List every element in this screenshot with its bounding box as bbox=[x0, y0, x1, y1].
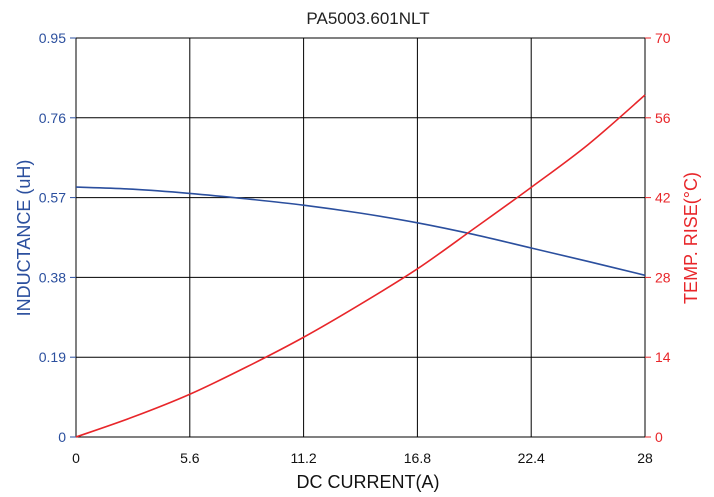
left-tick-label: 0 bbox=[58, 429, 66, 445]
right-tick-label: 14 bbox=[655, 349, 671, 365]
right-tick-label: 28 bbox=[655, 269, 671, 285]
right-tick-label: 70 bbox=[655, 30, 671, 46]
series-group bbox=[75, 94, 646, 438]
right-y-axis-label: TEMP. RISE(°C) bbox=[681, 172, 701, 304]
x-tick-label: 0 bbox=[72, 450, 80, 466]
x-tick-label: 28 bbox=[637, 450, 653, 466]
x-tick-label: 22.4 bbox=[518, 450, 545, 466]
plot-frame bbox=[75, 37, 646, 438]
x-tick-label: 5.6 bbox=[180, 450, 200, 466]
left-tick-label: 0.57 bbox=[39, 190, 66, 206]
x-tick-label: 11.2 bbox=[290, 450, 316, 466]
left-tick-label: 0.95 bbox=[39, 30, 66, 46]
left-y-axis-label: INDUCTANCE (uH) bbox=[14, 160, 34, 317]
right-tick-label: 42 bbox=[655, 190, 671, 206]
x-axis-label: DC CURRENT(A) bbox=[297, 472, 440, 492]
right-axis-ticks: 0 14 28 42 56 70 bbox=[645, 30, 671, 445]
inductance-line bbox=[75, 186, 646, 277]
right-tick-label: 0 bbox=[655, 429, 663, 445]
left-tick-label: 0.76 bbox=[39, 110, 66, 126]
left-axis-ticks: 0 0.19 0.38 0.57 0.76 0.95 bbox=[39, 30, 76, 445]
grid bbox=[76, 38, 645, 437]
temp-rise-line bbox=[75, 94, 646, 438]
x-tick-label: 16.8 bbox=[404, 450, 431, 466]
x-axis-ticks: 0 5.6 11.2 16.8 22.4 28 bbox=[72, 450, 653, 466]
left-tick-label: 0.19 bbox=[39, 349, 66, 365]
chart-title: PA5003.601NLT bbox=[306, 9, 429, 28]
left-tick-label: 0.38 bbox=[39, 269, 66, 285]
right-tick-label: 56 bbox=[655, 110, 671, 126]
